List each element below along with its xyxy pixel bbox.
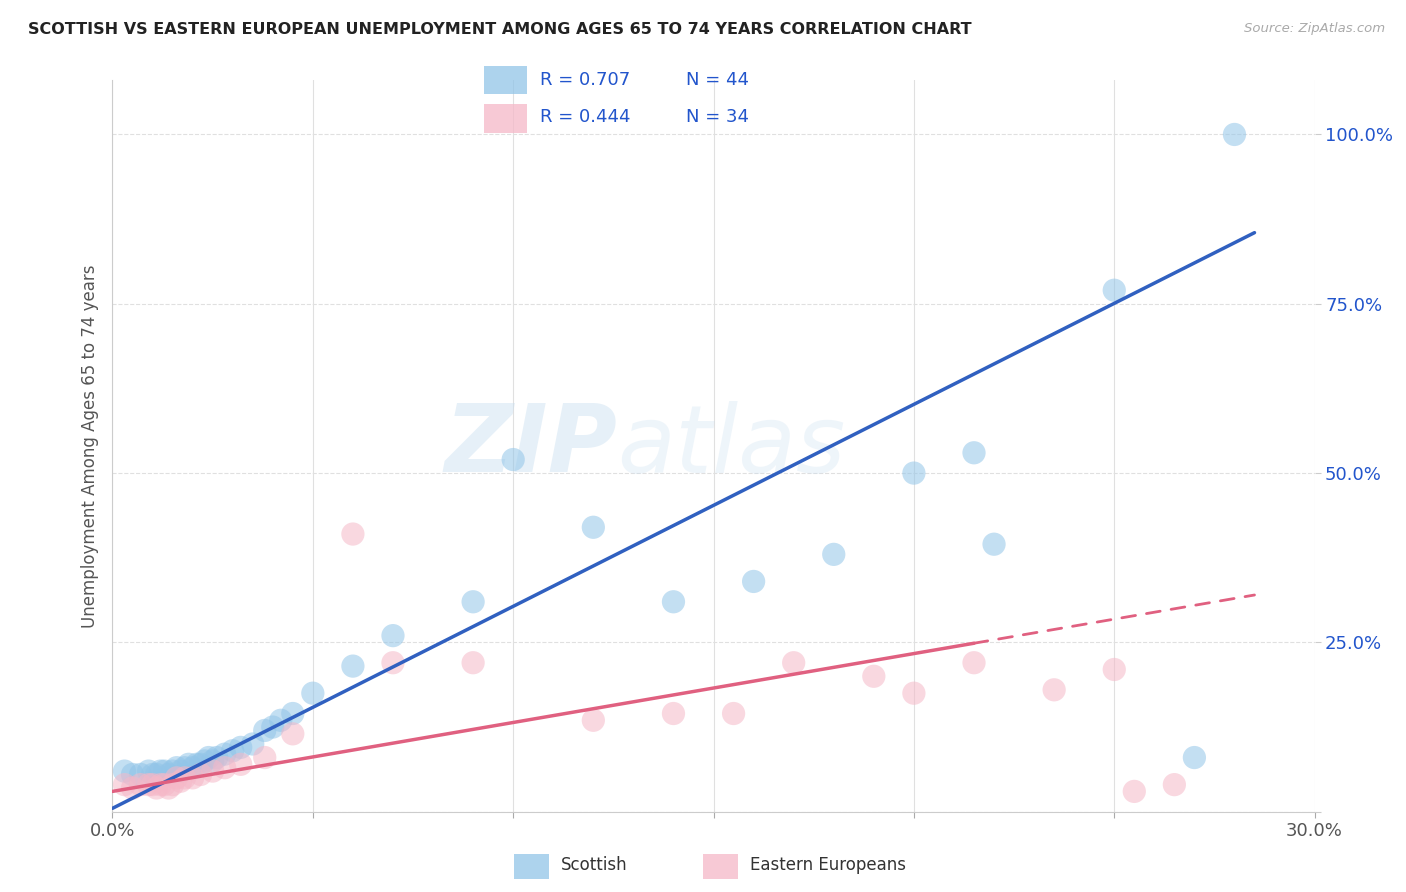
Point xyxy=(582,520,605,534)
Point xyxy=(177,757,200,772)
Point xyxy=(149,764,172,778)
FancyBboxPatch shape xyxy=(515,855,550,879)
Point xyxy=(1163,778,1185,792)
Point xyxy=(190,757,212,772)
Point xyxy=(382,629,405,643)
Point xyxy=(157,780,180,795)
Point xyxy=(186,757,208,772)
Point xyxy=(190,767,212,781)
Point xyxy=(1102,283,1125,297)
Point xyxy=(166,761,188,775)
Point xyxy=(229,740,252,755)
Point xyxy=(145,767,167,781)
Point xyxy=(181,761,204,775)
Point xyxy=(114,778,136,792)
Point xyxy=(229,757,252,772)
Point xyxy=(162,778,184,792)
Point xyxy=(153,778,176,792)
Point xyxy=(121,767,143,781)
Point xyxy=(863,669,886,683)
Point xyxy=(129,778,152,792)
Point xyxy=(782,656,804,670)
Point xyxy=(145,780,167,795)
Point xyxy=(166,771,188,785)
Point xyxy=(823,547,845,561)
Text: R = 0.707: R = 0.707 xyxy=(540,70,631,88)
Text: SCOTTISH VS EASTERN EUROPEAN UNEMPLOYMENT AMONG AGES 65 TO 74 YEARS CORRELATION : SCOTTISH VS EASTERN EUROPEAN UNEMPLOYMEN… xyxy=(28,22,972,37)
Point xyxy=(281,727,304,741)
Point xyxy=(169,764,191,778)
Point xyxy=(461,656,484,670)
Point xyxy=(138,764,160,778)
Point xyxy=(153,764,176,778)
Point xyxy=(173,761,195,775)
Point xyxy=(169,774,191,789)
Point xyxy=(262,720,284,734)
Point xyxy=(461,595,484,609)
Point xyxy=(382,656,405,670)
Point xyxy=(205,750,228,764)
FancyBboxPatch shape xyxy=(484,66,527,95)
Point xyxy=(582,714,605,728)
Point xyxy=(173,771,195,785)
Point xyxy=(1123,784,1146,798)
Point xyxy=(983,537,1005,551)
Point xyxy=(194,754,217,768)
FancyBboxPatch shape xyxy=(703,855,738,879)
Point xyxy=(162,764,184,778)
Point xyxy=(121,780,143,795)
Point xyxy=(1184,750,1206,764)
Text: N = 44: N = 44 xyxy=(686,70,749,88)
Point xyxy=(222,744,245,758)
Point xyxy=(253,750,276,764)
Point xyxy=(1043,682,1066,697)
Point xyxy=(963,446,986,460)
Text: Source: ZipAtlas.com: Source: ZipAtlas.com xyxy=(1244,22,1385,36)
Point xyxy=(662,706,685,721)
Point xyxy=(242,737,264,751)
Point xyxy=(149,778,172,792)
Point xyxy=(214,747,236,761)
Text: atlas: atlas xyxy=(617,401,845,491)
Point xyxy=(197,750,219,764)
Text: Scottish: Scottish xyxy=(561,856,628,874)
Point xyxy=(903,466,925,480)
Point xyxy=(253,723,276,738)
Text: N = 34: N = 34 xyxy=(686,108,749,126)
FancyBboxPatch shape xyxy=(484,103,527,133)
Point xyxy=(342,527,364,541)
Point xyxy=(302,686,325,700)
Point xyxy=(963,656,986,670)
Point xyxy=(742,574,765,589)
Point xyxy=(114,764,136,778)
Point xyxy=(281,706,304,721)
Point xyxy=(138,778,160,792)
Point xyxy=(903,686,925,700)
Point xyxy=(662,595,685,609)
Point xyxy=(723,706,745,721)
Text: R = 0.444: R = 0.444 xyxy=(540,108,631,126)
Point xyxy=(214,761,236,775)
Point xyxy=(129,767,152,781)
Text: ZIP: ZIP xyxy=(444,400,617,492)
Point xyxy=(157,767,180,781)
Point xyxy=(1102,663,1125,677)
Point xyxy=(270,714,292,728)
Text: Eastern Europeans: Eastern Europeans xyxy=(751,856,907,874)
Point xyxy=(342,659,364,673)
Point xyxy=(141,767,163,781)
Point xyxy=(141,778,163,792)
Point xyxy=(502,452,524,467)
Point xyxy=(201,764,224,778)
Point xyxy=(1223,128,1246,142)
Point xyxy=(181,771,204,785)
Point xyxy=(201,754,224,768)
Y-axis label: Unemployment Among Ages 65 to 74 years: Unemployment Among Ages 65 to 74 years xyxy=(80,264,98,628)
